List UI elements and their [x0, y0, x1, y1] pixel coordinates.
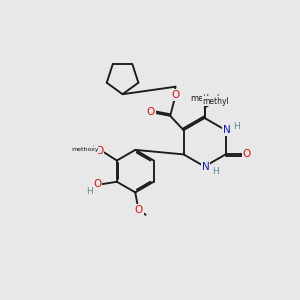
Text: methyl: methyl [203, 97, 230, 106]
Text: O: O [243, 149, 251, 159]
Text: N: N [223, 125, 231, 135]
Text: H: H [86, 187, 92, 196]
Text: O: O [171, 90, 180, 100]
Text: H: H [212, 167, 219, 176]
Text: N: N [202, 161, 210, 172]
Text: O: O [147, 107, 155, 117]
Text: O: O [95, 146, 103, 156]
Text: H: H [233, 122, 240, 131]
Text: O: O [135, 205, 143, 215]
Text: methyl: methyl [190, 94, 219, 103]
Text: methoxy: methoxy [71, 147, 99, 152]
Text: O: O [93, 179, 102, 189]
